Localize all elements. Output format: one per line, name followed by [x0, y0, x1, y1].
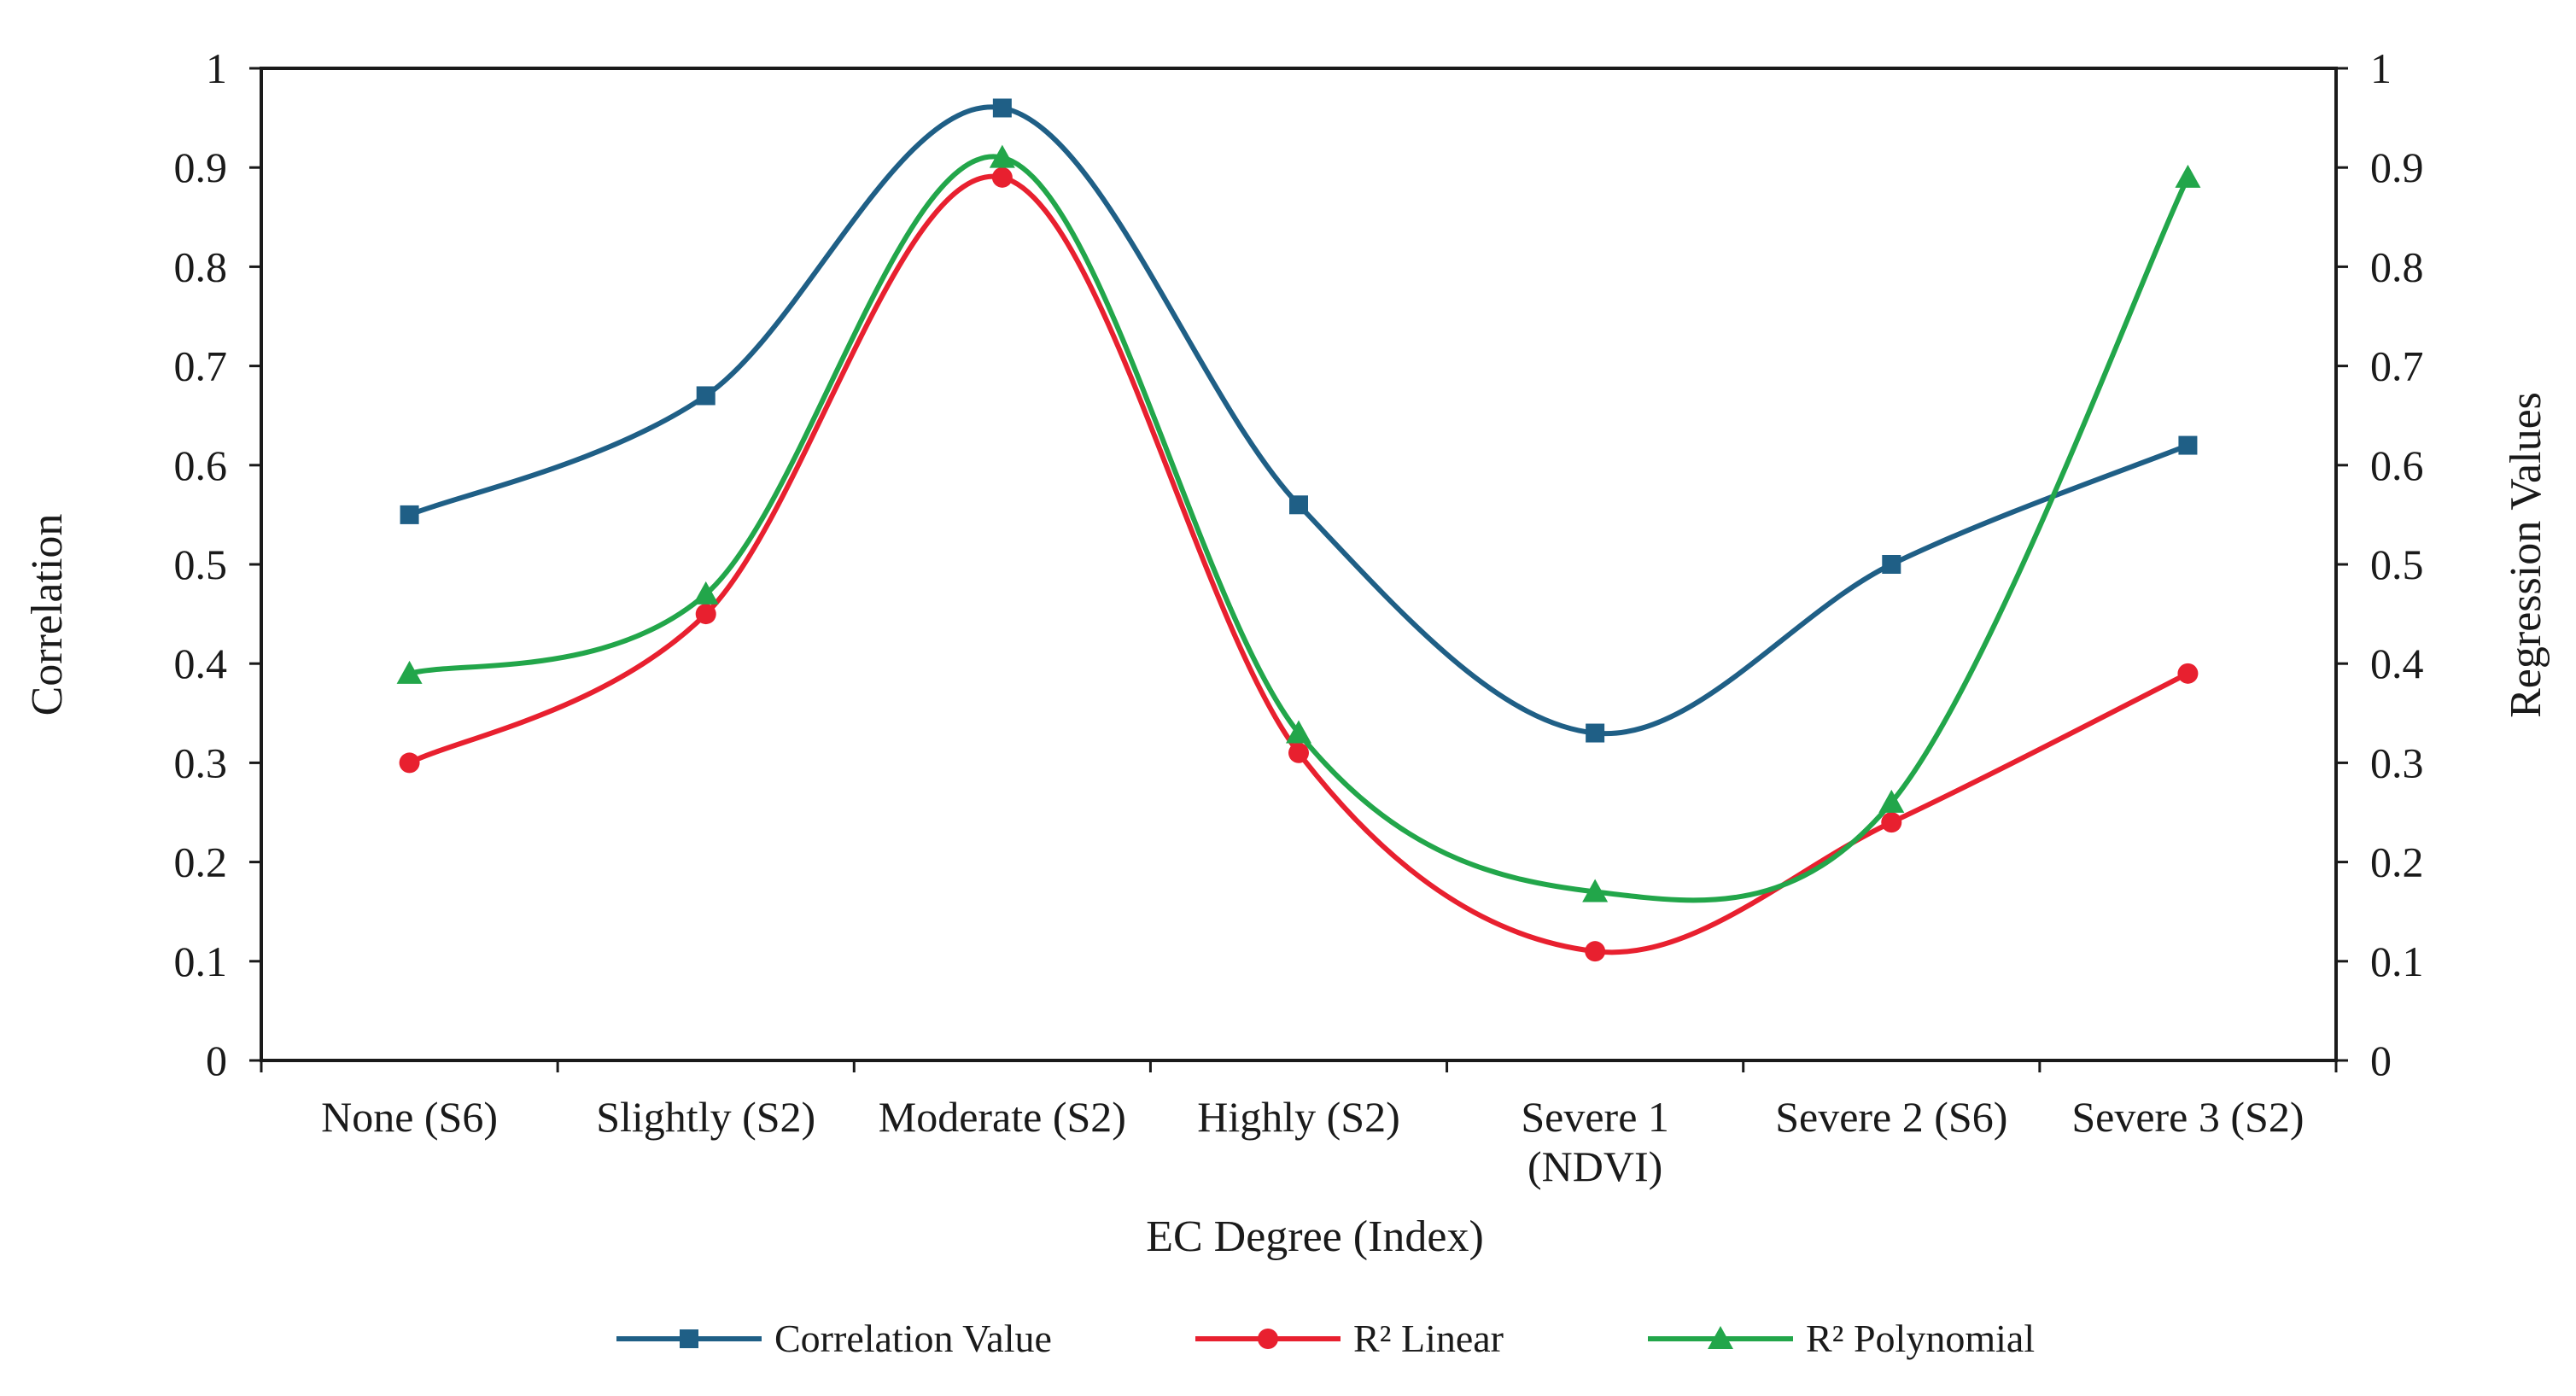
y2-tick-label: 0.6	[2370, 441, 2424, 489]
data-point-r2-linear	[399, 752, 420, 774]
legend-marker-r2-linear	[1258, 1329, 1278, 1349]
data-point-correlation-value	[992, 98, 1012, 118]
y2-tick-label: 0.2	[2370, 838, 2424, 886]
y-tick-label: 0.8	[174, 242, 228, 290]
y2-tick-label: 0.1	[2370, 937, 2424, 985]
y2-tick-label: 0.4	[2370, 640, 2424, 687]
data-point-correlation-value	[1882, 555, 1901, 574]
x-tick-label: Highly (S2)	[1197, 1093, 1400, 1141]
x-tick-label: Moderate (S2)	[879, 1093, 1126, 1141]
data-point-r2-linear	[1288, 742, 1309, 763]
x-tick-label: Severe 1 (NDVI)	[1521, 1093, 1669, 1190]
x-axis-title: EC Degree (Index)	[1146, 1212, 1484, 1261]
data-point-r2-polynomial	[692, 581, 719, 605]
legend-item-r2-linear: R² Linear	[1195, 1317, 1504, 1360]
y2-tick-label: 1	[2370, 44, 2392, 92]
data-point-r2-polynomial	[396, 660, 423, 684]
data-point-r2-linear	[1585, 941, 1606, 962]
data-point-r2-linear	[1881, 812, 1902, 833]
legend-label-r2-linear: R² Linear	[1353, 1317, 1504, 1360]
x-tick-label: Severe 2 (S6)	[1775, 1093, 2007, 1141]
data-point-r2-linear	[695, 604, 716, 625]
data-point-r2-polynomial	[1286, 720, 1311, 744]
y-tick-label: 0.7	[174, 342, 228, 390]
legend-marker-correlation-value	[680, 1329, 698, 1348]
y2-tick-label: 0.9	[2370, 143, 2424, 191]
legend-label-correlation-value: Correlation Value	[774, 1317, 1052, 1360]
y-tick-label: 0.2	[174, 838, 228, 886]
y2-tick-label: 0.8	[2370, 242, 2424, 290]
series-line-correlation-value	[406, 104, 2191, 737]
x-tick-label: Severe 3 (S2)	[2071, 1093, 2304, 1141]
y-tick-label: 0.4	[174, 640, 228, 687]
y-tick-label: 1	[206, 44, 227, 92]
x-tick-label: Slightly (S2)	[596, 1093, 815, 1141]
legend: Correlation Value R² Linear R² Polynomial	[616, 1317, 2035, 1360]
y2-tick-label: 0.7	[2370, 342, 2424, 390]
y-tick-label: 0.6	[174, 441, 228, 489]
y2-axis-title: Regression Values	[2502, 392, 2550, 718]
y-tick-label: 0	[206, 1037, 227, 1084]
y-axis-title: Correlation	[23, 514, 72, 716]
data-point-r2-polynomial	[2175, 164, 2201, 188]
y-tick-label: 0.1	[174, 937, 228, 985]
data-point-r2-polynomial	[1582, 879, 1609, 902]
data-point-r2-polynomial	[989, 144, 1015, 168]
legend-label-r2-polynomial: R² Polynomial	[1806, 1317, 2035, 1360]
y2-tick-label: 0	[2370, 1037, 2392, 1084]
data-point-correlation-value	[2178, 435, 2198, 455]
y2-tick-label: 0.3	[2370, 739, 2424, 786]
data-point-r2-linear	[2177, 663, 2199, 684]
data-point-r2-polynomial	[1878, 789, 1905, 813]
series-line-r2-polynomial	[406, 154, 2191, 903]
axes: 0 0 0.1 0.1 0.2 0.2 0.3 0.3 0.4 0.4 0.5 0.5 0.6 0.6 0.…	[174, 44, 2424, 1190]
data-point-correlation-value	[696, 386, 716, 406]
y-tick-label: 0.9	[174, 143, 228, 191]
series-layer	[396, 98, 2201, 962]
data-point-correlation-value	[1586, 723, 1605, 743]
series-correlation-value	[400, 98, 2198, 743]
data-point-correlation-value	[400, 505, 419, 524]
legend-marker-r2-polynomial	[1708, 1326, 1733, 1349]
series-r2-polynomial	[396, 144, 2201, 903]
y2-tick-label: 0.5	[2370, 540, 2424, 588]
x-tick-label: None (S6)	[321, 1093, 498, 1141]
legend-item-r2-polynomial: R² Polynomial	[1648, 1317, 2035, 1360]
legend-item-correlation-value: Correlation Value	[616, 1317, 1052, 1360]
data-point-r2-linear	[991, 166, 1013, 188]
y-tick-label: 0.3	[174, 739, 228, 786]
data-point-correlation-value	[1289, 495, 1308, 515]
y-tick-label: 0.5	[174, 540, 228, 588]
